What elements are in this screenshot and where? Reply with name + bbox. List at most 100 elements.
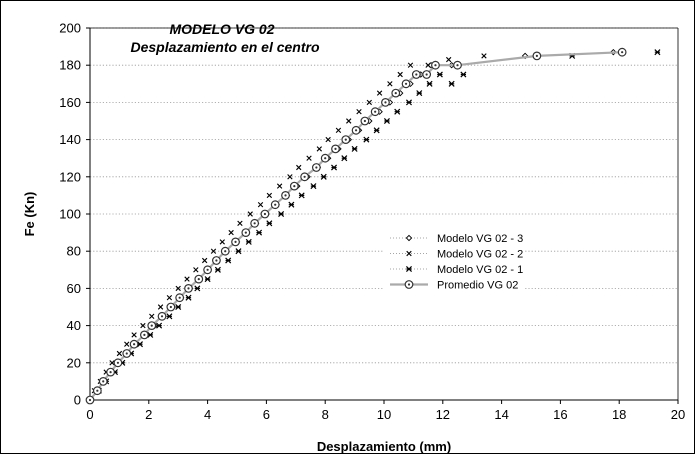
data-point bbox=[298, 192, 305, 199]
data-point bbox=[175, 293, 185, 303]
x-tick-label: 18 bbox=[612, 407, 626, 422]
data-point bbox=[235, 248, 242, 255]
data-point bbox=[387, 81, 393, 87]
data-point bbox=[425, 62, 431, 68]
data-point bbox=[320, 173, 327, 180]
legend-entry: Promedio VG 02 bbox=[390, 280, 518, 292]
data-point bbox=[335, 127, 342, 133]
data-point bbox=[214, 266, 221, 273]
data-point bbox=[212, 256, 221, 265]
data-point bbox=[411, 70, 421, 79]
data-point bbox=[330, 164, 338, 171]
data-point bbox=[422, 70, 432, 79]
data-point bbox=[370, 107, 380, 117]
y-axis-label: Fe (Kn) bbox=[22, 192, 37, 237]
data-point bbox=[147, 321, 157, 331]
data-point bbox=[351, 125, 361, 135]
data-point bbox=[394, 108, 401, 115]
data-point bbox=[287, 174, 293, 180]
y-tick-label: 40 bbox=[67, 318, 81, 333]
data-point bbox=[383, 117, 390, 125]
data-point bbox=[341, 135, 351, 145]
data-point bbox=[276, 183, 283, 189]
y-tick-label: 120 bbox=[59, 169, 81, 184]
data-point bbox=[157, 304, 164, 310]
data-point bbox=[184, 284, 193, 293]
data-point bbox=[445, 56, 452, 63]
y-tick-label: 80 bbox=[67, 244, 81, 259]
data-point bbox=[288, 201, 295, 208]
data-point bbox=[351, 145, 358, 152]
y-tick-label: 20 bbox=[67, 355, 81, 370]
data-point bbox=[363, 136, 370, 143]
x-tick-label: 14 bbox=[494, 407, 508, 422]
y-tick-label: 140 bbox=[59, 132, 81, 147]
data-point bbox=[185, 294, 192, 301]
data-point bbox=[204, 276, 211, 283]
data-point bbox=[289, 181, 299, 191]
data-point bbox=[376, 90, 383, 96]
data-point bbox=[203, 265, 213, 275]
data-point bbox=[225, 257, 232, 264]
data-point bbox=[219, 239, 225, 245]
data-point bbox=[266, 192, 273, 199]
data-point bbox=[391, 88, 401, 98]
data-point bbox=[316, 146, 323, 152]
data-point bbox=[460, 71, 467, 78]
data-point bbox=[431, 60, 440, 70]
x-tick-label: 0 bbox=[86, 407, 93, 422]
data-point bbox=[654, 49, 661, 56]
x-tick-label: 2 bbox=[145, 407, 152, 422]
data-point bbox=[237, 220, 243, 226]
data-point bbox=[281, 190, 290, 200]
data-point bbox=[166, 313, 173, 320]
data-point bbox=[85, 395, 95, 405]
data-point bbox=[220, 246, 230, 256]
legend-label: Modelo VG 02 - 1 bbox=[437, 264, 523, 276]
data-point bbox=[156, 322, 163, 329]
data-point bbox=[109, 360, 115, 366]
x-tick-label: 10 bbox=[377, 407, 391, 422]
data-point bbox=[231, 237, 240, 247]
legend-entry: Modelo VG 02 - 1 bbox=[390, 264, 523, 276]
data-point bbox=[401, 79, 411, 89]
data-point bbox=[129, 339, 139, 349]
data-point bbox=[331, 144, 340, 154]
y-tick-label: 100 bbox=[59, 207, 81, 222]
series-line bbox=[89, 51, 623, 401]
data-point bbox=[98, 377, 108, 386]
data-point bbox=[116, 350, 123, 357]
data-point bbox=[311, 163, 321, 172]
x-tick-label: 6 bbox=[263, 407, 270, 422]
data-point bbox=[157, 311, 167, 321]
data-point bbox=[256, 229, 263, 236]
x-tick-label: 16 bbox=[553, 407, 567, 422]
data-point bbox=[166, 295, 173, 301]
data-point bbox=[436, 71, 443, 78]
data-point bbox=[124, 341, 130, 347]
x-tick-label: 4 bbox=[204, 407, 211, 422]
legend-marker bbox=[405, 265, 413, 273]
data-point bbox=[184, 276, 190, 282]
legend-label: Modelo VG 02 - 3 bbox=[437, 233, 523, 245]
y-tick-label: 60 bbox=[67, 281, 81, 296]
data-point bbox=[381, 97, 390, 107]
series-4 bbox=[85, 47, 627, 405]
data-point bbox=[306, 155, 312, 161]
data-point bbox=[166, 302, 176, 312]
data-point bbox=[407, 62, 414, 68]
data-point bbox=[228, 229, 234, 236]
data-point bbox=[356, 109, 362, 115]
gridlines bbox=[90, 27, 678, 364]
data-point bbox=[194, 285, 201, 292]
data-point bbox=[194, 274, 204, 284]
x-tick-label: 12 bbox=[436, 407, 450, 422]
data-point bbox=[448, 80, 455, 87]
data-point bbox=[266, 220, 273, 227]
data-point bbox=[300, 172, 310, 182]
data-point bbox=[106, 367, 115, 377]
data-point bbox=[175, 303, 182, 311]
legend-marker bbox=[404, 280, 414, 289]
x-axis-label: Desplazamiento (mm) bbox=[317, 439, 451, 454]
